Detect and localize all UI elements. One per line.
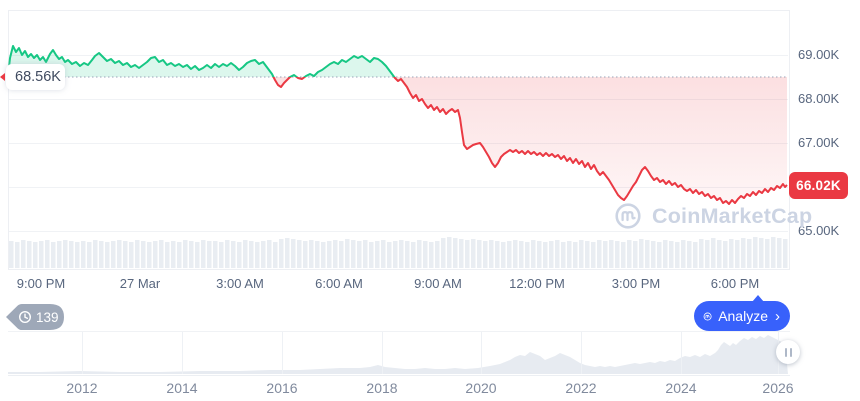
year-tick-label: 2018 (366, 380, 398, 396)
gridline-horizontal (9, 187, 788, 188)
baseline-arrow-icon (0, 73, 5, 81)
x-axis-tick-label: 12:00 PM (509, 276, 565, 291)
history-count: 139 (36, 309, 59, 325)
volume-bars (9, 237, 788, 268)
gridline-horizontal (9, 99, 788, 100)
year-tick-label: 2022 (565, 380, 597, 396)
gridline-year (681, 332, 682, 374)
range-handle[interactable] (776, 340, 800, 364)
year-tick-label: 2026 (762, 380, 794, 396)
price-line-down (8, 77, 788, 205)
analyze-cmc-icon (703, 312, 712, 320)
year-tick-label: 2020 (465, 380, 497, 396)
x-axis-tick-label: 3:00 PM (611, 276, 661, 291)
handle-grip-icon (784, 347, 787, 357)
gridline-horizontal (9, 231, 788, 232)
handle-grip-icon (789, 347, 792, 357)
year-tick-label: 2024 (665, 380, 697, 396)
chevron-right-icon: › (775, 307, 780, 325)
gridline-year (82, 332, 83, 374)
last-price-badge: 66.02K (789, 172, 848, 199)
history-badge-shape (6, 304, 64, 330)
watermark-text: CoinMarketCap (652, 203, 813, 228)
analyze-label: Analyze (718, 308, 768, 324)
year-tick-label: 2016 (266, 380, 298, 396)
x-axis-tick-label: 27 Mar (119, 276, 161, 291)
year-tick-label: 2014 (166, 380, 198, 396)
history-count-badge[interactable]: 139 (5, 303, 65, 331)
x-axis-tick-label: 3:00 AM (216, 276, 264, 291)
coinmarketcap-watermark: CoinMarketCap (613, 201, 812, 231)
price-line-up (8, 45, 396, 77)
year-tick-label: 2012 (66, 380, 98, 396)
history-clock-icon (18, 310, 32, 324)
gridline-year (182, 332, 183, 374)
y-axis-tick-label: 67.00K (798, 135, 840, 150)
gridline-year (282, 332, 283, 374)
y-axis-tick-label: 69.00K (798, 47, 840, 62)
y-axis-tick-label: 68.00K (798, 91, 840, 106)
timeline-area (8, 335, 788, 374)
gridline-year (382, 332, 383, 374)
gridline-year (581, 332, 582, 374)
x-axis-tick-label: 9:00 PM (16, 276, 66, 291)
tooltip-pointer (752, 295, 764, 302)
gridline-horizontal (9, 55, 788, 56)
x-axis-tick-label: 6:00 AM (315, 276, 363, 291)
coinmarketcap-logo-icon (615, 203, 641, 229)
x-axis-tick-label: 9:00 AM (414, 276, 462, 291)
timeline-range-selector[interactable] (8, 331, 790, 376)
y-axis-tick-label: 65.00K (798, 223, 840, 238)
analyze-button[interactable]: Analyze › (694, 295, 790, 331)
gridline-horizontal (9, 143, 788, 144)
baseline-price-label: 68.56K (6, 64, 65, 90)
x-axis-tick-label: 6:00 PM (710, 276, 760, 291)
gridline-year (481, 332, 482, 374)
